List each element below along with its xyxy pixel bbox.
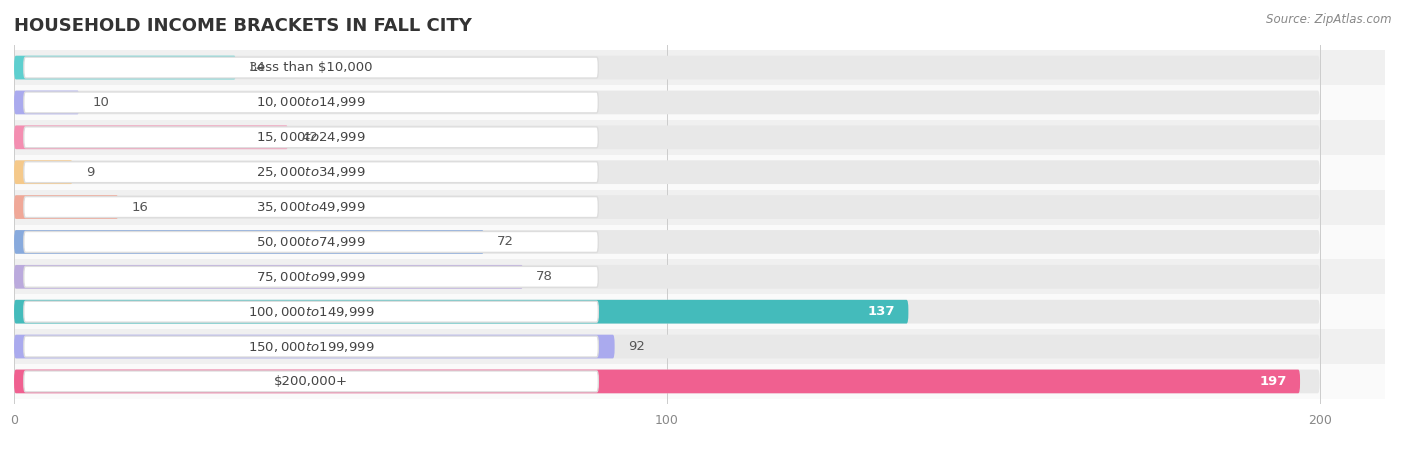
- Text: $200,000+: $200,000+: [274, 375, 349, 388]
- Text: 10: 10: [93, 96, 110, 109]
- FancyBboxPatch shape: [14, 265, 523, 289]
- Text: 92: 92: [627, 340, 644, 353]
- FancyBboxPatch shape: [14, 91, 1320, 114]
- Bar: [14, 260, 1385, 294]
- Text: 16: 16: [132, 201, 149, 214]
- FancyBboxPatch shape: [14, 300, 908, 324]
- FancyBboxPatch shape: [14, 160, 73, 184]
- Text: Source: ZipAtlas.com: Source: ZipAtlas.com: [1267, 13, 1392, 26]
- Text: $25,000 to $34,999: $25,000 to $34,999: [256, 165, 366, 179]
- Bar: [14, 120, 1385, 155]
- FancyBboxPatch shape: [14, 195, 118, 219]
- Text: $35,000 to $49,999: $35,000 to $49,999: [256, 200, 366, 214]
- Bar: [14, 329, 1385, 364]
- FancyBboxPatch shape: [14, 335, 614, 358]
- FancyBboxPatch shape: [24, 162, 599, 183]
- FancyBboxPatch shape: [14, 91, 79, 114]
- FancyBboxPatch shape: [24, 266, 599, 287]
- FancyBboxPatch shape: [14, 195, 1320, 219]
- FancyBboxPatch shape: [14, 300, 1320, 324]
- FancyBboxPatch shape: [24, 92, 599, 113]
- Text: 9: 9: [86, 166, 94, 179]
- Text: $10,000 to $14,999: $10,000 to $14,999: [256, 96, 366, 110]
- Text: 137: 137: [868, 305, 896, 318]
- Text: $100,000 to $149,999: $100,000 to $149,999: [247, 305, 374, 319]
- Bar: [14, 224, 1385, 260]
- FancyBboxPatch shape: [24, 127, 599, 148]
- Bar: [14, 294, 1385, 329]
- Text: $15,000 to $24,999: $15,000 to $24,999: [256, 130, 366, 144]
- FancyBboxPatch shape: [14, 335, 1320, 358]
- Bar: [14, 155, 1385, 189]
- FancyBboxPatch shape: [24, 301, 599, 322]
- FancyBboxPatch shape: [14, 230, 1320, 254]
- Bar: [14, 189, 1385, 224]
- FancyBboxPatch shape: [24, 232, 599, 252]
- FancyBboxPatch shape: [14, 370, 1301, 393]
- FancyBboxPatch shape: [14, 160, 1320, 184]
- FancyBboxPatch shape: [24, 371, 599, 392]
- Text: 42: 42: [301, 131, 318, 144]
- Text: HOUSEHOLD INCOME BRACKETS IN FALL CITY: HOUSEHOLD INCOME BRACKETS IN FALL CITY: [14, 17, 472, 35]
- Bar: [14, 85, 1385, 120]
- FancyBboxPatch shape: [24, 57, 599, 78]
- Text: $50,000 to $74,999: $50,000 to $74,999: [256, 235, 366, 249]
- Text: 34: 34: [249, 61, 266, 74]
- Text: 72: 72: [498, 235, 515, 248]
- Text: $150,000 to $199,999: $150,000 to $199,999: [247, 339, 374, 353]
- FancyBboxPatch shape: [14, 56, 236, 79]
- FancyBboxPatch shape: [14, 265, 1320, 289]
- FancyBboxPatch shape: [24, 336, 599, 357]
- Text: 197: 197: [1260, 375, 1286, 388]
- Bar: [14, 50, 1385, 85]
- FancyBboxPatch shape: [14, 56, 1320, 79]
- FancyBboxPatch shape: [14, 125, 1320, 149]
- Text: $75,000 to $99,999: $75,000 to $99,999: [256, 270, 366, 284]
- FancyBboxPatch shape: [24, 197, 599, 217]
- FancyBboxPatch shape: [14, 230, 484, 254]
- FancyBboxPatch shape: [14, 125, 288, 149]
- Text: 78: 78: [536, 270, 553, 283]
- FancyBboxPatch shape: [14, 370, 1320, 393]
- Bar: [14, 364, 1385, 399]
- Text: Less than $10,000: Less than $10,000: [250, 61, 373, 74]
